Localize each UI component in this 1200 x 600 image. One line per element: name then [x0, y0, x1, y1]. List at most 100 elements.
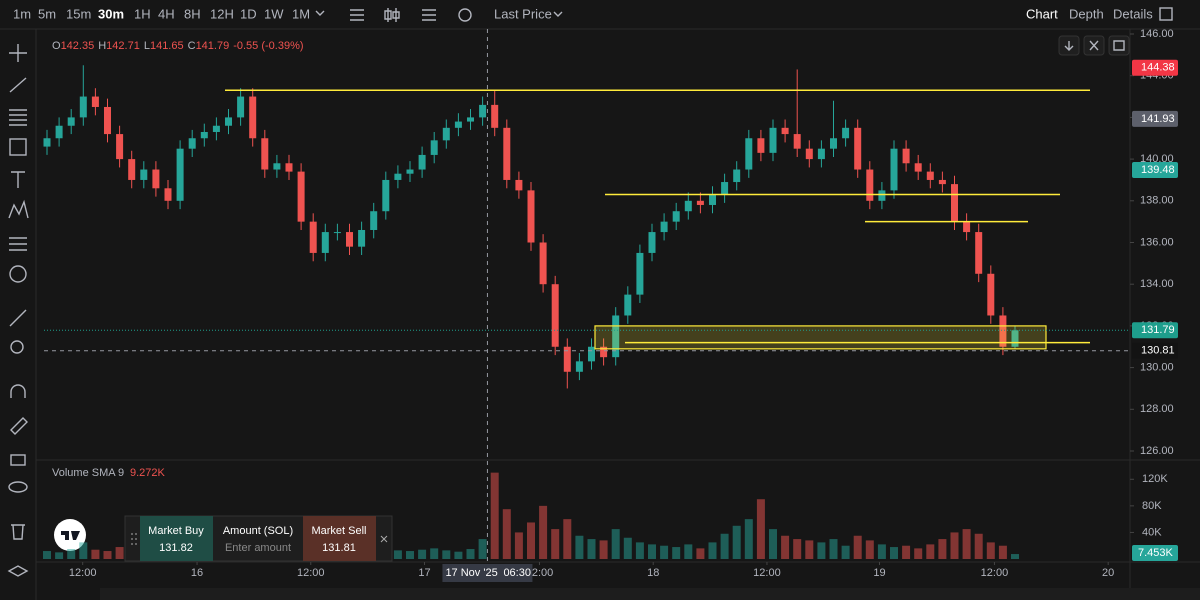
- trend-line-tool[interactable]: [9, 77, 27, 93]
- lock-tool[interactable]: [10, 454, 26, 466]
- volume-bar: [103, 551, 112, 559]
- buy-price: 131.82: [159, 542, 193, 554]
- candle-body: [454, 121, 462, 128]
- view-tab[interactable]: Details: [1113, 6, 1153, 21]
- candle-body: [67, 117, 75, 126]
- interval-button[interactable]: 1W: [264, 6, 284, 21]
- sell-button[interactable]: [303, 516, 376, 561]
- view-tab[interactable]: Chart: [1026, 6, 1058, 21]
- interval-button[interactable]: 12H: [210, 6, 234, 21]
- shape-tool[interactable]: [9, 138, 27, 156]
- candle-body: [987, 273, 995, 316]
- volume-sma: 9.272K: [130, 467, 166, 479]
- price-type[interactable]: Last Price: [494, 6, 552, 21]
- candle-body: [79, 96, 87, 118]
- candle-body: [491, 104, 499, 128]
- candle-body: [866, 169, 874, 201]
- ohlc-change: -0.55 (-0.39%): [233, 40, 303, 52]
- interval-menu[interactable]: [315, 10, 325, 16]
- buy-button[interactable]: [140, 516, 213, 561]
- volume-bar: [877, 544, 886, 559]
- ohlc-key: L: [144, 40, 150, 52]
- pattern-tool[interactable]: [8, 199, 29, 219]
- candle-body: [503, 127, 511, 180]
- volume-bar: [430, 548, 439, 559]
- zone-box: [594, 325, 1047, 350]
- candle-body: [648, 232, 656, 253]
- candle-body: [164, 188, 172, 201]
- ohlc-key: O: [52, 40, 61, 52]
- y-tick-label: 134.00: [1140, 278, 1174, 290]
- icon-tool[interactable]: [9, 265, 27, 283]
- candle-body: [225, 117, 232, 126]
- volume-bar: [454, 551, 463, 559]
- logo: [54, 519, 86, 551]
- x-tick-label: 17: [418, 567, 430, 579]
- view-tab[interactable]: Depth: [1069, 6, 1104, 21]
- interval-button[interactable]: 15m: [66, 6, 91, 21]
- volume-bar: [55, 552, 64, 559]
- candle-body: [575, 361, 583, 372]
- template-icon[interactable]: [422, 9, 436, 21]
- volume-bar: [974, 533, 983, 559]
- candle-type-icon[interactable]: [384, 8, 400, 22]
- text-tool[interactable]: [11, 171, 25, 188]
- volume-bar: [902, 545, 911, 559]
- visibility-tool[interactable]: [8, 481, 28, 493]
- candle-body: [612, 315, 620, 358]
- drag-handle: [131, 533, 137, 545]
- scrollbar[interactable]: [100, 588, 1200, 600]
- price-type-menu[interactable]: [553, 11, 563, 17]
- volume-tick-label: 120K: [1142, 473, 1168, 485]
- amount-input[interactable]: Enter amount: [225, 542, 291, 554]
- fullscreen-icon[interactable]: [1159, 7, 1173, 21]
- interval-button[interactable]: 8H: [184, 6, 201, 21]
- volume-bar: [418, 549, 427, 559]
- draw-mode-tool[interactable]: [10, 417, 28, 435]
- interval-button[interactable]: 1M: [292, 6, 310, 21]
- y-tick-label: 136.00: [1140, 236, 1174, 248]
- y-tick-label: 138.00: [1140, 195, 1174, 207]
- crosshair-tool[interactable]: [9, 44, 27, 62]
- candle-body: [733, 169, 741, 183]
- volume-bar: [817, 542, 826, 559]
- delete-tool[interactable]: [11, 524, 25, 540]
- volume-bar: [829, 539, 838, 559]
- volume-bar: [890, 547, 898, 559]
- indicator-icon[interactable]: [350, 9, 364, 21]
- volume-bar: [490, 472, 499, 559]
- volume-bar: [527, 522, 535, 559]
- fib-tool[interactable]: [9, 109, 27, 126]
- layers-tool[interactable]: [7, 565, 29, 577]
- zoom-tool[interactable]: [10, 340, 24, 354]
- interval-button[interactable]: 5m: [38, 6, 56, 21]
- candle-body: [237, 96, 245, 118]
- candle-body: [721, 182, 729, 195]
- candle-body: [285, 163, 293, 172]
- candle-body: [757, 138, 765, 153]
- candle-body: [588, 346, 595, 362]
- volume-bar: [1011, 554, 1019, 559]
- reset-button[interactable]: [1108, 35, 1130, 56]
- settings-icon[interactable]: [458, 8, 472, 22]
- interval-button[interactable]: 4H: [158, 6, 175, 21]
- interval-button[interactable]: 1H: [134, 6, 151, 21]
- interval-button[interactable]: 1D: [240, 6, 257, 21]
- interval-button[interactable]: 30m: [98, 6, 124, 21]
- x-tick-label: 20: [1102, 567, 1114, 579]
- candle-body: [926, 171, 934, 180]
- prediction-tool[interactable]: [9, 237, 27, 251]
- candle-body: [394, 173, 402, 180]
- volume-bar: [91, 549, 100, 559]
- volume-label: Volume SMA 9: [52, 467, 124, 479]
- candle-body: [321, 232, 329, 253]
- last-volume-label: 7.453K: [1138, 547, 1174, 559]
- volume-bar: [79, 542, 88, 559]
- interval-button[interactable]: 1m: [13, 6, 31, 21]
- ruler-tool[interactable]: [9, 309, 27, 327]
- magnet-tool[interactable]: [10, 384, 26, 398]
- volume-bar: [648, 544, 656, 559]
- logo-glyph: [61, 531, 80, 540]
- volume-bar: [781, 535, 790, 559]
- close-widget[interactable]: [380, 535, 388, 543]
